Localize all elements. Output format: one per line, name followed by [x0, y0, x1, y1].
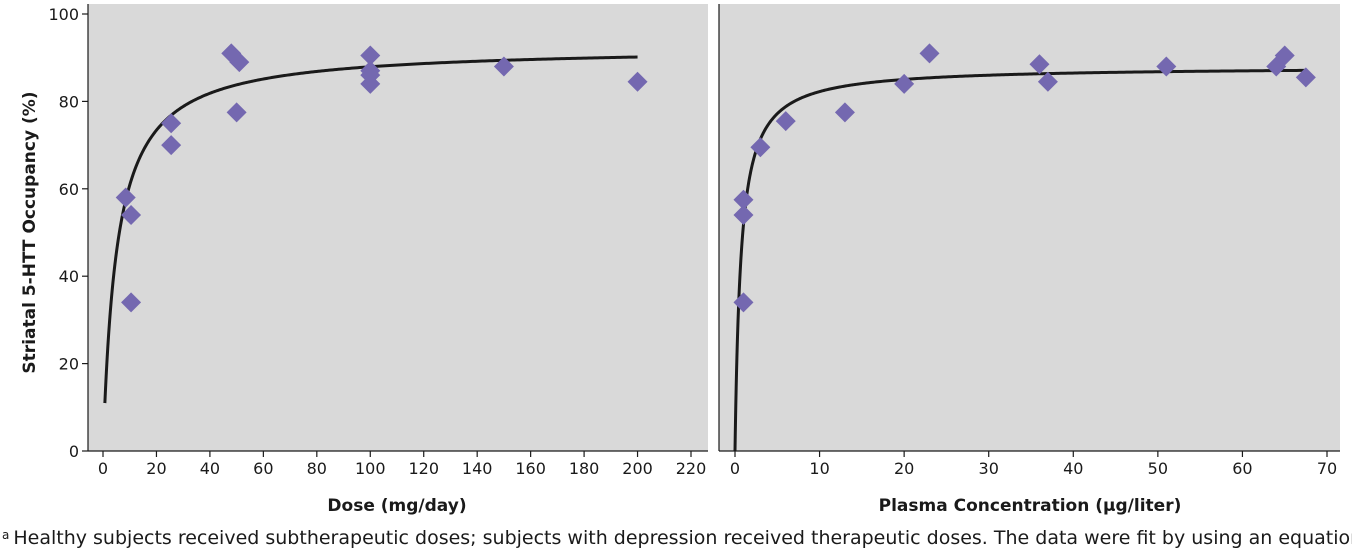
y-axis-title: Striatal 5-HTT Occupancy (%): [20, 91, 40, 373]
x-tick-label: 60: [253, 459, 273, 478]
x-tick-label: 20: [894, 459, 914, 478]
footnote: a Healthy subjects received subtherapeuti…: [2, 527, 1352, 549]
plot-area: [88, 4, 708, 451]
x-tick-label: 20: [146, 459, 166, 478]
data-point: [493, 56, 514, 77]
x-axis-title: Plasma Concentration (µg/liter): [879, 496, 1182, 516]
left-panel-dose: 0 20 40 60 80 100 Striatal 5-HTT Occupancy (%)…: [20, 4, 708, 516]
x-tick-label: 40: [1063, 459, 1083, 478]
data-point: [226, 102, 247, 123]
data-point: [1274, 45, 1295, 66]
data-point: [121, 205, 142, 226]
data-point: [360, 45, 381, 66]
x-tick-label: 60: [1232, 459, 1252, 478]
y-tick-label: 80: [59, 92, 79, 111]
data-point: [121, 292, 142, 313]
data-point: [750, 137, 771, 158]
data-point: [161, 135, 182, 156]
x-tick-label: 180: [569, 459, 600, 478]
data-point: [1295, 67, 1316, 88]
y-tick-label: 0: [69, 442, 79, 461]
y-tick-label: 100: [48, 5, 79, 24]
data-point: [1156, 56, 1177, 77]
data-point: [1266, 56, 1287, 77]
footnote-marker: a: [2, 528, 10, 542]
data-point: [229, 52, 250, 73]
y-tick-label: 60: [59, 180, 79, 199]
data-point: [1029, 54, 1050, 75]
x-tick-label: 0: [730, 459, 740, 478]
x-tick-label: 40: [200, 459, 220, 478]
x-tick-label: 70: [1317, 459, 1337, 478]
plot-area: [719, 4, 1340, 451]
x-tick-label: 80: [307, 459, 327, 478]
data-point: [1037, 71, 1058, 92]
data-point: [733, 189, 754, 210]
data-point: [775, 111, 796, 132]
data-point: [627, 71, 648, 92]
data-point: [919, 43, 940, 64]
footnote-text: Healthy subjects received subtherapeutic…: [13, 527, 1352, 549]
fit-curve: [103, 55, 638, 404]
right-panel-plasma-concentration: 0 10 20 30 40 50 60 70 Plasma Concentration (µg/…: [718, 4, 1340, 516]
x-tick-label: 200: [622, 459, 653, 478]
x-tick-label: 140: [462, 459, 493, 478]
x-tick-label: 0: [98, 459, 108, 478]
data-point: [733, 205, 754, 226]
y-tick-label: 20: [59, 355, 79, 374]
x-tick-label: 120: [408, 459, 439, 478]
x-tick-label: 50: [1148, 459, 1168, 478]
y-tick-label: 40: [59, 267, 79, 286]
x-tick-label: 160: [515, 459, 546, 478]
x-tick-label: 220: [676, 459, 707, 478]
data-point: [733, 292, 754, 313]
x-tick-label: 30: [979, 459, 999, 478]
x-axis-title: Dose (mg/day): [327, 496, 466, 516]
data-point: [834, 102, 855, 123]
data-point: [161, 113, 182, 134]
x-tick-label: 100: [355, 459, 386, 478]
x-tick-label: 10: [809, 459, 829, 478]
data-point: [894, 73, 915, 94]
data-point: [115, 187, 136, 208]
data-point: [360, 73, 381, 94]
